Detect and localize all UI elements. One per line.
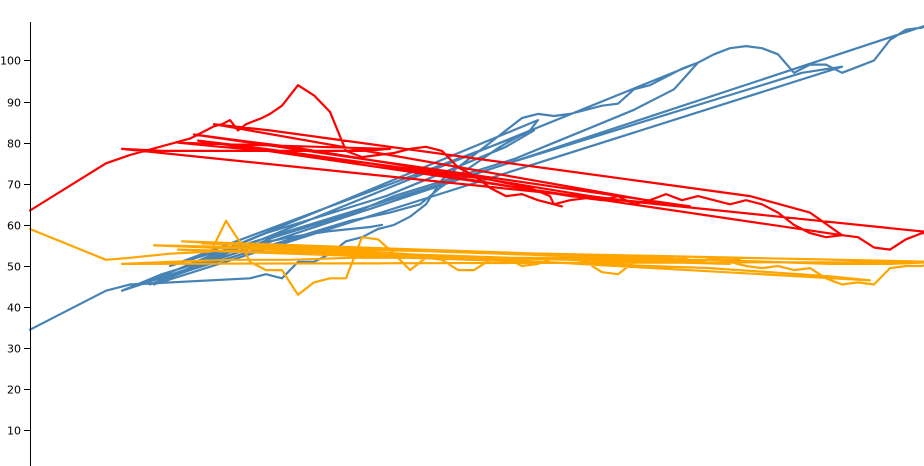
y-tick-label: 50 [7,261,21,274]
series-line-2 [28,84,924,251]
series-layer [28,24,924,331]
y-tick-label: 90 [7,97,21,110]
y-tick-label: 70 [7,179,21,192]
y-tick-label: 40 [7,302,21,315]
y-tick-label: 100 [0,55,21,68]
y-tick-label: 20 [7,384,21,397]
y-tick-label: 80 [7,138,21,151]
y-axis: 10 20 30 40 50 60 70 80 90 100 [0,22,31,466]
y-tick-label: 10 [7,425,21,438]
y-tick-label: 60 [7,220,21,233]
y-tick-label: 30 [7,343,21,356]
series-line-3 [28,219,924,296]
